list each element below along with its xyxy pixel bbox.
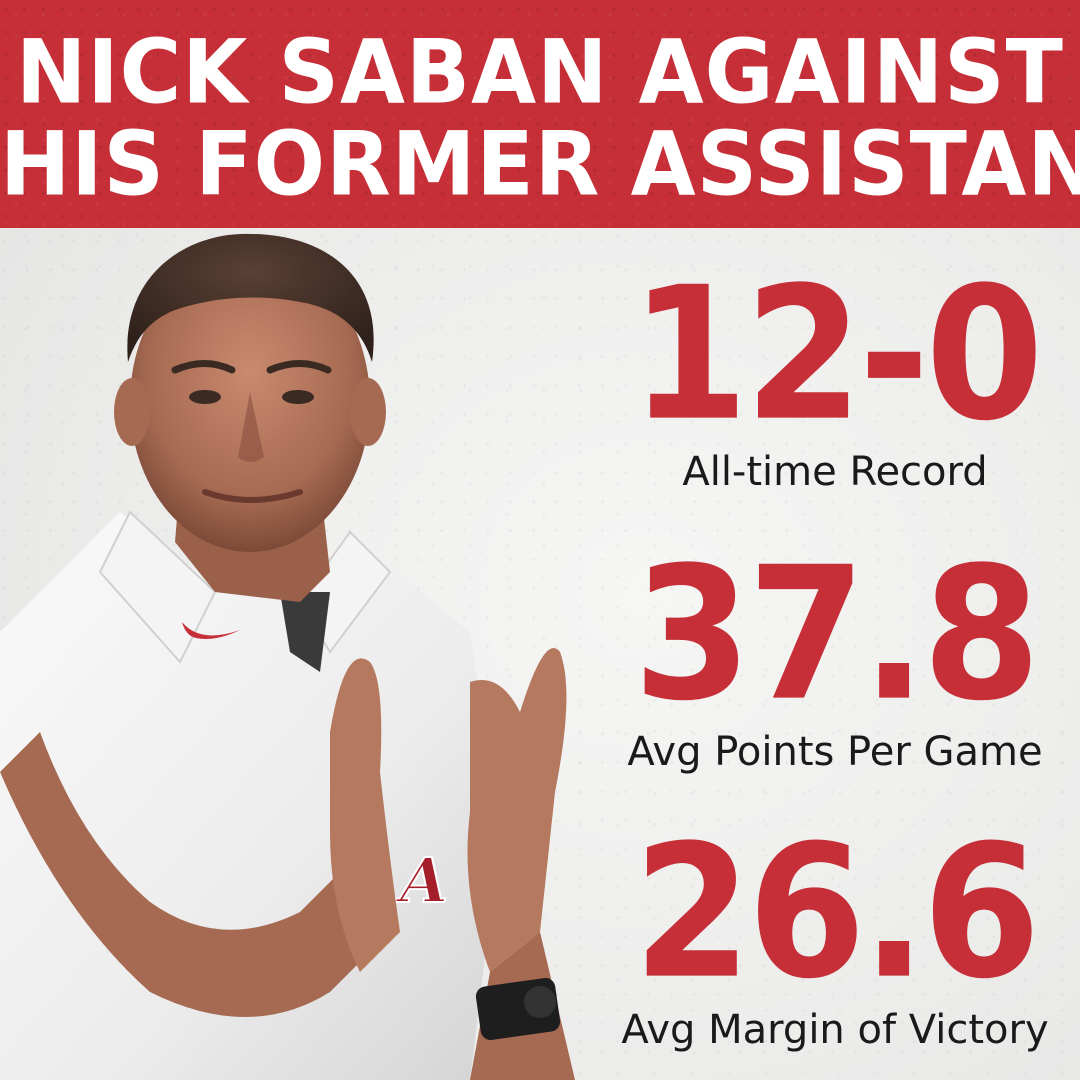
script-a-icon: A — [394, 843, 449, 918]
stat-label: Avg Margin of Victory — [621, 1007, 1049, 1053]
swoosh-icon — [182, 622, 240, 639]
title-banner: NICK SABAN AGAINST HIS FORMER ASSISTANTS — [0, 0, 1080, 228]
coach-photo: A — [0, 212, 610, 1080]
stat-points-per-game: 37.8 Avg Points Per Game — [600, 543, 1070, 776]
stat-margin-of-victory: 26.6 Avg Margin of Victory — [600, 821, 1070, 1054]
stat-label: All-time Record — [682, 449, 988, 495]
stat-value: 26.6 — [633, 806, 1040, 1020]
stat-value: 37.8 — [633, 528, 1040, 742]
stat-value: 12-0 — [630, 248, 1043, 462]
svg-text:A: A — [395, 844, 448, 917]
stat-label: Avg Points Per Game — [627, 729, 1043, 775]
title-line-1: NICK SABAN AGAINST — [16, 20, 1064, 124]
stat-record: 12-0 All-time Record — [600, 263, 1070, 496]
title-line-2: HIS FORMER ASSISTANTS — [0, 112, 1080, 216]
